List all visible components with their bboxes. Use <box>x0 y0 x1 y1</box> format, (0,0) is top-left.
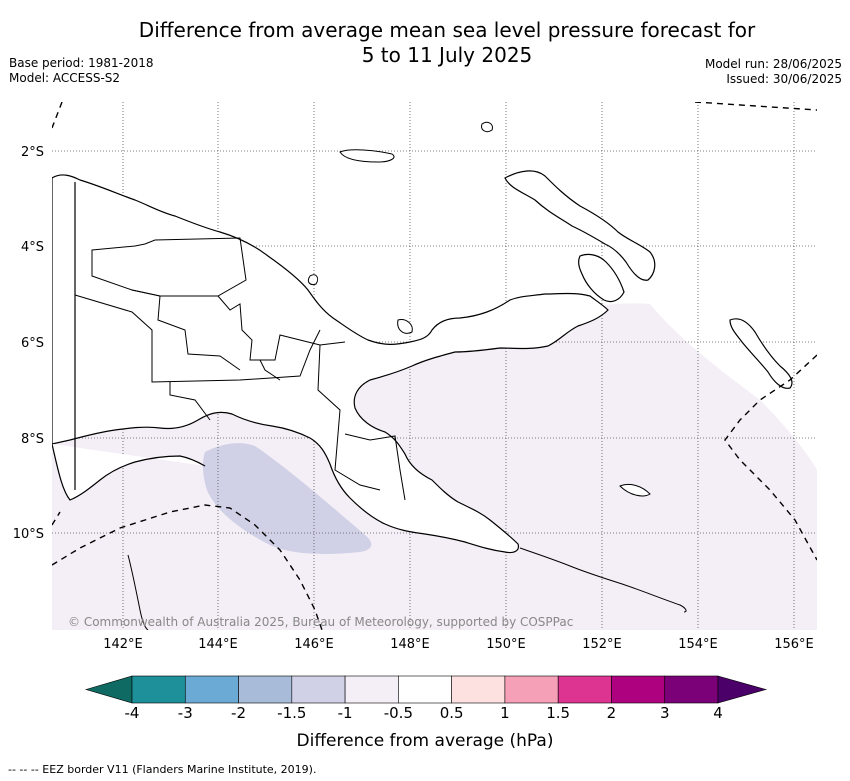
title-line-1: Difference from average mean sea level p… <box>138 18 756 42</box>
colorbar-tick-label: -3 <box>177 704 193 722</box>
colorbar-tick-label: 3 <box>659 704 670 722</box>
island-c <box>307 274 319 285</box>
western-land <box>52 443 206 501</box>
anomaly-region-dark <box>202 443 372 554</box>
eez-borders <box>52 102 817 630</box>
colorbar-swatch <box>557 675 612 704</box>
lat-tick: 10°S <box>13 527 44 542</box>
colorbar-swatch <box>611 675 666 704</box>
province-boundaries <box>74 237 406 501</box>
colorbar-swatch <box>238 675 293 704</box>
bougainville-coastline <box>729 318 793 389</box>
lon-tick: 156°E <box>774 637 814 652</box>
lon-tick: 144°E <box>198 637 238 652</box>
lon-tick: 152°E <box>582 637 622 652</box>
lon-tick: 148°E <box>390 637 430 652</box>
cape-york <box>127 554 149 630</box>
colorbar-tick-label: 4 <box>713 704 723 722</box>
base-period: Base period: 1981-2018 <box>9 56 154 70</box>
map-title: Difference from average mean sea level p… <box>0 18 850 68</box>
colorbar-swatch <box>184 675 239 704</box>
issued-date: Issued: 30/06/2025 <box>726 72 842 86</box>
colorbar-swatch <box>504 675 559 704</box>
lon-tick: 150°E <box>486 637 526 652</box>
map-area: © Commonwealth of Australia 2025, Bureau… <box>52 102 817 630</box>
lon-tick: 154°E <box>678 637 718 652</box>
lat-tick: 2°S <box>21 145 44 160</box>
new-guinea-coastline <box>52 174 609 554</box>
colorbar-arrow-high <box>717 675 768 704</box>
meta-right: Model run: 28/06/2025 Issued: 30/06/2025 <box>705 57 842 87</box>
lat-tick: 8°S <box>21 432 44 447</box>
lat-tick: 6°S <box>21 336 44 351</box>
colorbar-tick-label: 2 <box>606 704 617 722</box>
meta-left: Base period: 1981-2018 Model: ACCESS-S2 <box>9 56 154 86</box>
model-name: Model: ACCESS-S2 <box>9 71 121 85</box>
lon-tick: 142°E <box>103 637 143 652</box>
colorbar-tick-label: -0.5 <box>383 704 413 722</box>
lon-labels: 142°E 144°E 146°E 148°E 150°E 152°E 154°… <box>103 637 814 652</box>
new-britain-coastline <box>504 170 656 281</box>
colorbar-swatch <box>291 675 346 704</box>
lat-tick: 4°S <box>21 240 44 255</box>
colorbar-tick-label: 1.5 <box>546 704 571 722</box>
eez-footnote: -- -- -- EEZ border V11 (Flanders Marine… <box>8 763 317 776</box>
colorbar-title: Difference from average (hPa) <box>296 731 554 751</box>
colorbar-arrow-low <box>84 675 133 704</box>
colorbar-swatch <box>398 675 452 704</box>
colorbar-tick-label: -1 <box>337 704 353 722</box>
colorbar-swatch <box>344 675 399 704</box>
manus-island <box>339 149 395 163</box>
copyright-text: © Commonwealth of Australia 2025, Bureau… <box>68 615 573 629</box>
colorbar-tick-label: 1 <box>500 704 510 722</box>
model-run: Model run: 28/06/2025 <box>704 57 842 71</box>
lon-tick: 146°E <box>294 637 334 652</box>
colorbar-tick-label: -2 <box>231 704 247 722</box>
colorbar-swatch <box>451 675 506 704</box>
island-b <box>397 319 413 334</box>
lat-labels: 2°S 4°S 6°S 8°S 10°S <box>13 145 44 542</box>
colorbar-swatch <box>131 675 186 704</box>
island-a <box>481 121 493 133</box>
islands-east <box>619 483 651 497</box>
colorbar-swatch <box>664 675 719 704</box>
colorbar-tick-label: -4 <box>124 704 140 722</box>
colorbar <box>84 675 768 704</box>
colorbar-tick-label: 0.5 <box>439 704 464 722</box>
colorbar-tick-label: -1.5 <box>277 704 307 722</box>
new-ireland-coastline <box>578 253 625 303</box>
louisiade-islands <box>519 547 687 613</box>
title-line-2: 5 to 11 July 2025 <box>361 43 533 67</box>
